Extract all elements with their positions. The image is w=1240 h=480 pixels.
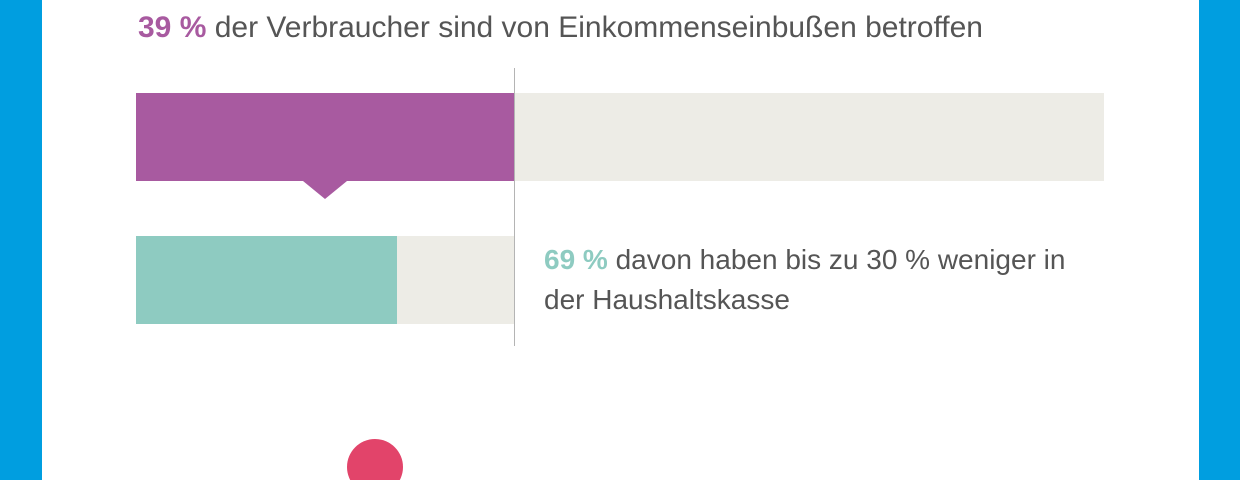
headline-text: der Verbraucher sind von Einkommenseinbu… bbox=[206, 11, 983, 44]
frame-right-stripe bbox=[1199, 0, 1240, 480]
sub-bar-text: davon haben bis zu 30 % weniger in der H… bbox=[544, 244, 1066, 315]
decorative-dot bbox=[347, 439, 403, 480]
sub-bar-percentage: 69 % bbox=[544, 244, 608, 275]
frame-left-stripe bbox=[0, 0, 42, 480]
headline: 39 % der Verbraucher sind von Einkommens… bbox=[138, 8, 1138, 48]
bar-1-pointer bbox=[303, 181, 347, 199]
bar-1-fill bbox=[136, 93, 514, 181]
headline-percentage: 39 % bbox=[138, 11, 207, 44]
sub-bar-caption: 69 % davon haben bis zu 30 % weniger in … bbox=[544, 240, 1104, 320]
bar-2-fill bbox=[136, 236, 397, 324]
